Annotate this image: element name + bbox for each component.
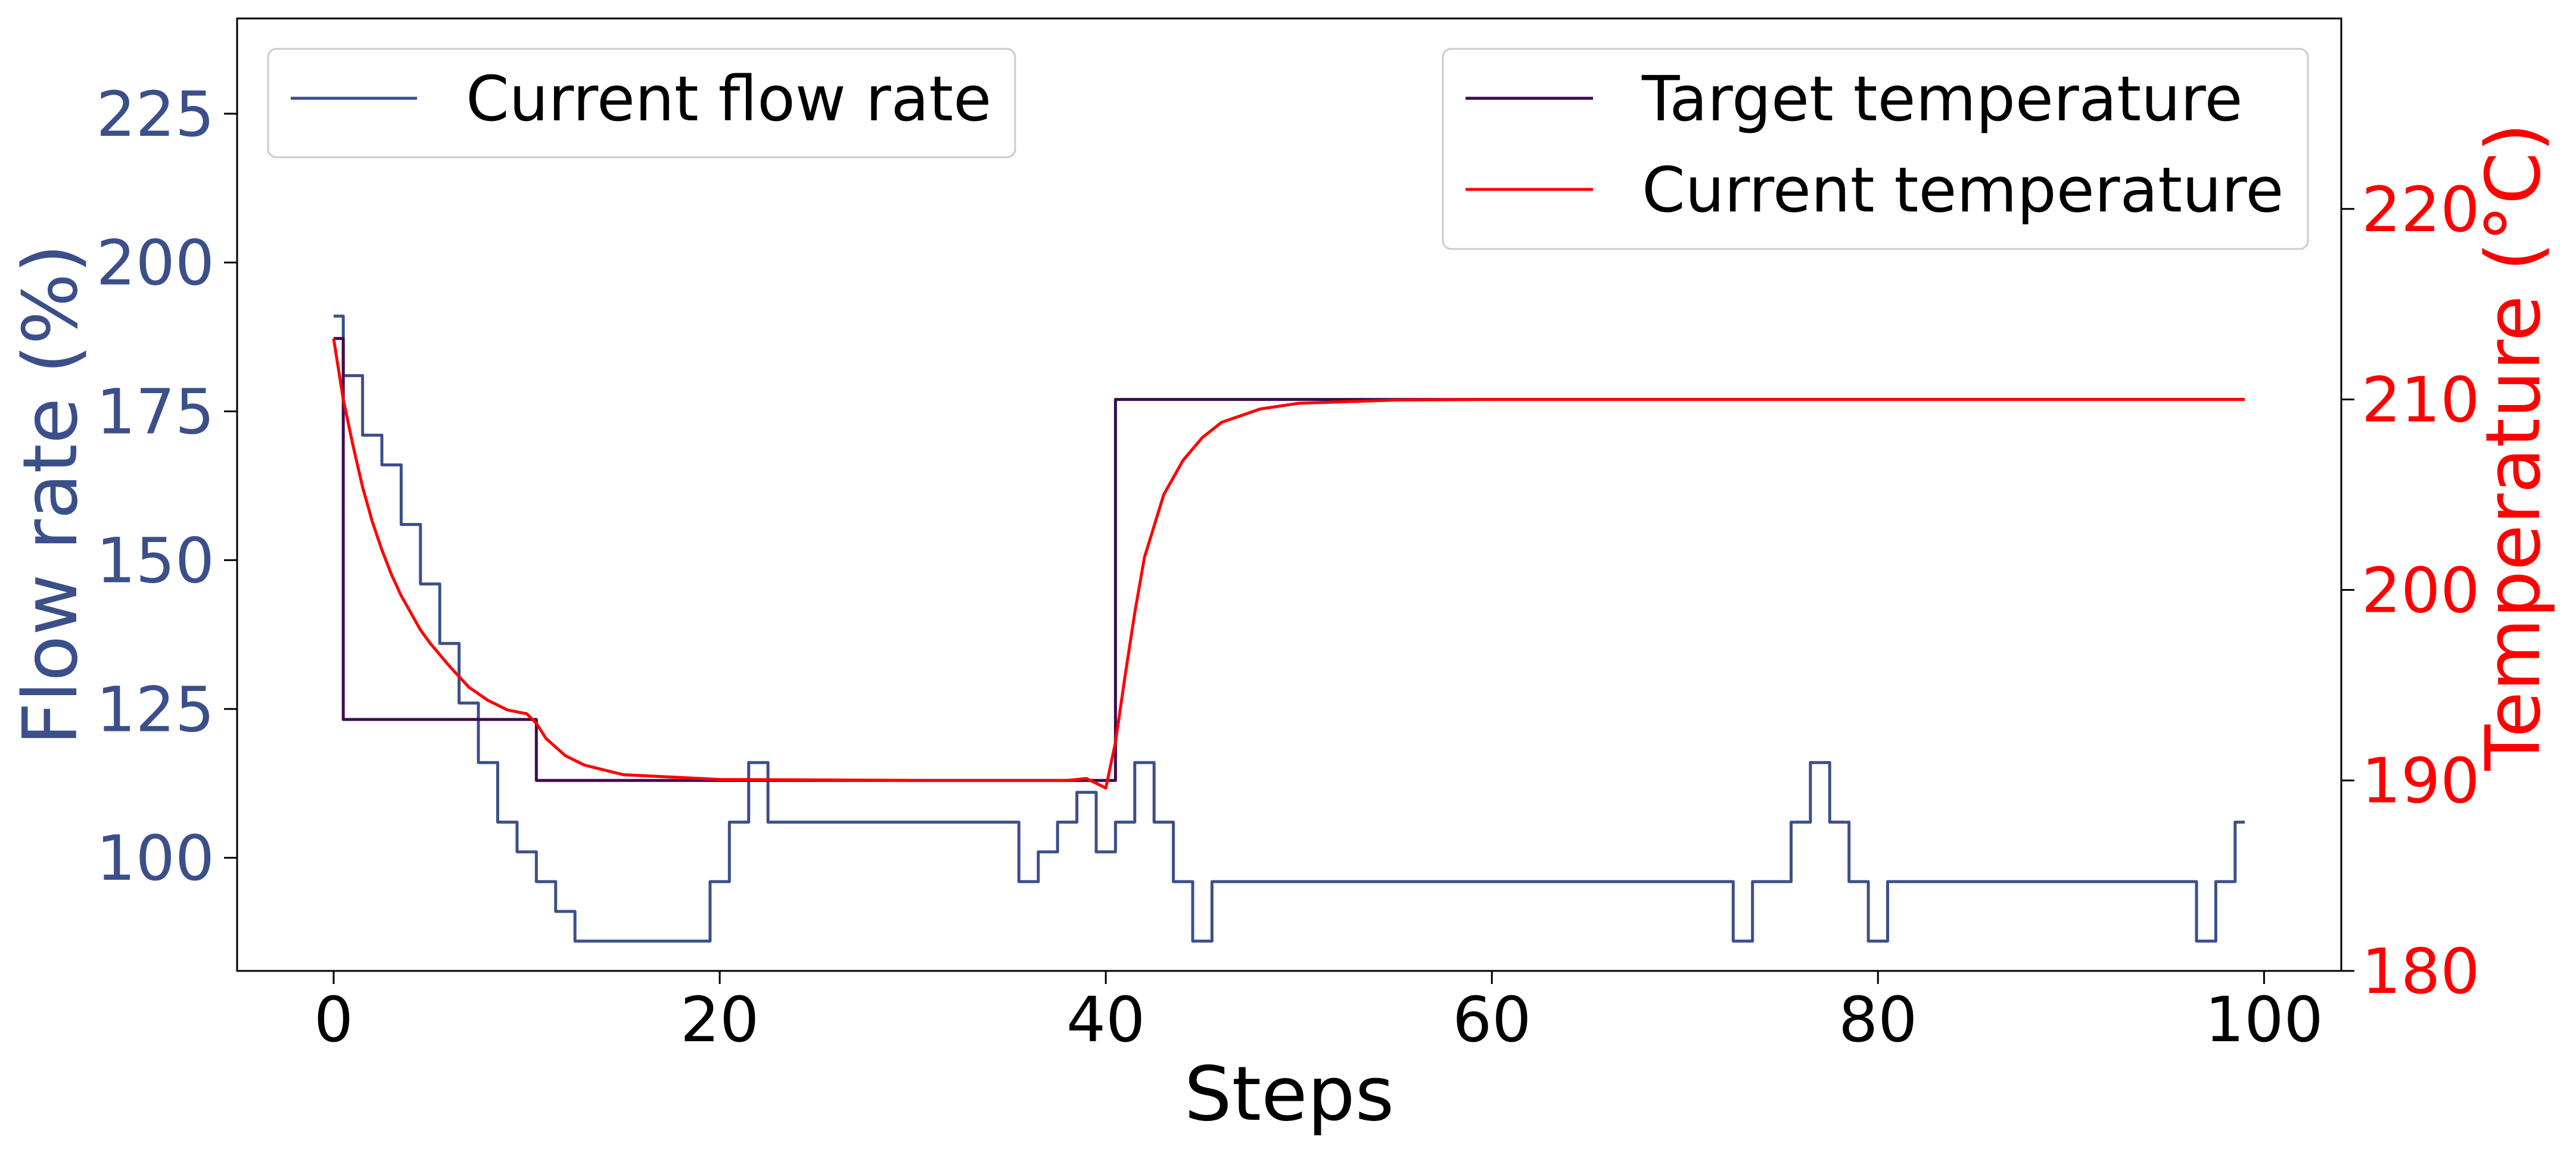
legend-layer: Current flow rate Target temperature Curre… [267,48,2309,250]
legend-label-target-temperature: Target temperature [1641,63,2243,135]
x-tick-label: 60 [1452,983,1531,1056]
y-right-tick-label: 210 [2362,364,2480,437]
x-axis-title: Steps [1184,1050,1395,1138]
y-right-tick-label: 220 [2362,173,2480,246]
x-tick-label: 100 [2205,983,2323,1056]
y-left-tick-label: 200 [96,227,214,300]
x-tick-label: 0 [314,983,353,1056]
series-layer [332,315,2245,943]
y-left-tick-label: 125 [96,673,214,746]
y-left-tick-label: 100 [96,822,214,895]
legend-left-box [267,48,1016,158]
series-line-current-flow-rate [334,315,2245,943]
y-left-tick-label: 175 [96,376,214,449]
y-right-axis-title: Temperature (°C) [2469,123,2557,771]
y-left-tick-label: 225 [96,78,214,151]
legend-right-box [1442,48,2309,250]
y-left-tick-label: 150 [96,524,214,597]
x-tick-label: 80 [1838,983,1917,1056]
axes-layer: 0 20 40 60 80 100 100 125 150 175 200 225 180 190 200 2… [7,78,2557,1138]
x-tick-label: 40 [1066,983,1145,1056]
y-right-tick-label: 190 [2362,745,2480,817]
y-left-axis-title: Flow rate (%) [7,244,94,746]
legend-label-current-temperature: Current temperature [1642,154,2283,226]
series-line-current-temperature [332,338,2245,790]
legend-label-current-flow-rate: Current flow rate [466,63,991,135]
x-tick-label: 20 [680,983,759,1056]
y-right-tick-label: 200 [2362,554,2480,627]
y-right-tick-label: 180 [2362,935,2480,1008]
